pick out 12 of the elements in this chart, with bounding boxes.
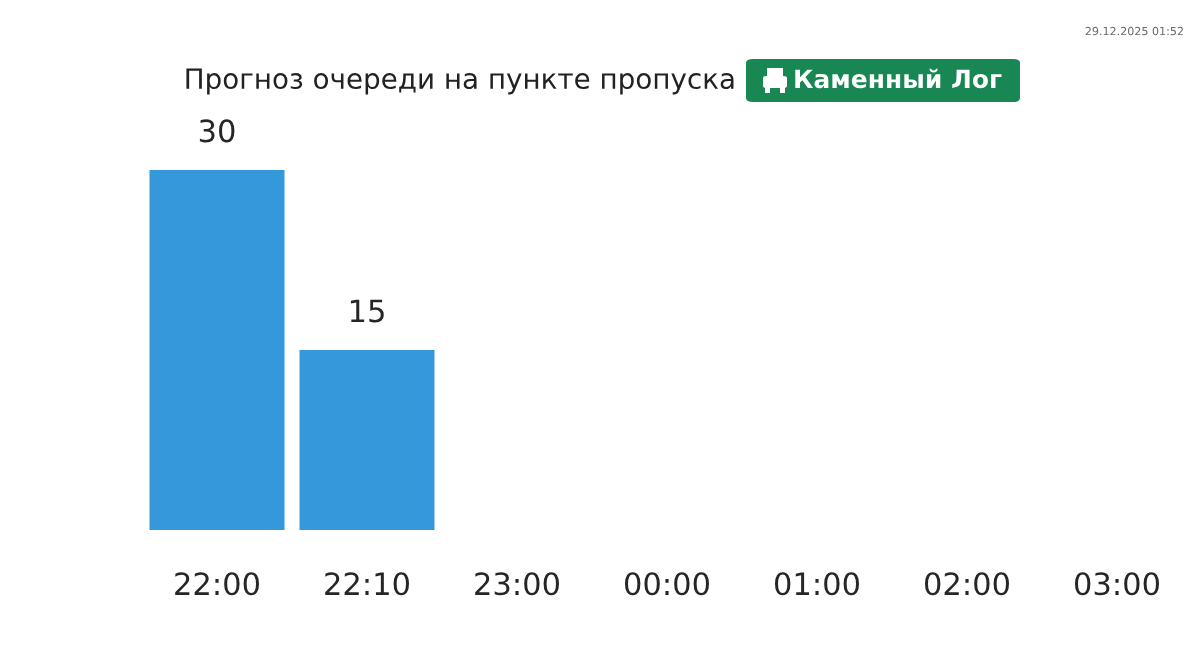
x-tick-label: 02:00 [924, 572, 1009, 596]
x-tick-label: 00:00 [624, 572, 709, 596]
x-tick-label: 22:10 [325, 572, 409, 596]
data-label: 15 [350, 299, 384, 323]
text: 29.12.2025 01:52 [1085, 26, 1183, 36]
chart-title: Прогноз очереди на пункте пропуска [186, 68, 734, 95]
x-tick-label: 01:00 [774, 572, 859, 596]
x-tick-label: 22:00 [175, 572, 259, 596]
x-tick-label: 03:00 [1074, 572, 1159, 596]
x-tick-label: 23:00 [475, 572, 559, 596]
chart-subtitle: Каменный Лог [795, 68, 1002, 89]
data-label: 30 [199, 119, 235, 143]
